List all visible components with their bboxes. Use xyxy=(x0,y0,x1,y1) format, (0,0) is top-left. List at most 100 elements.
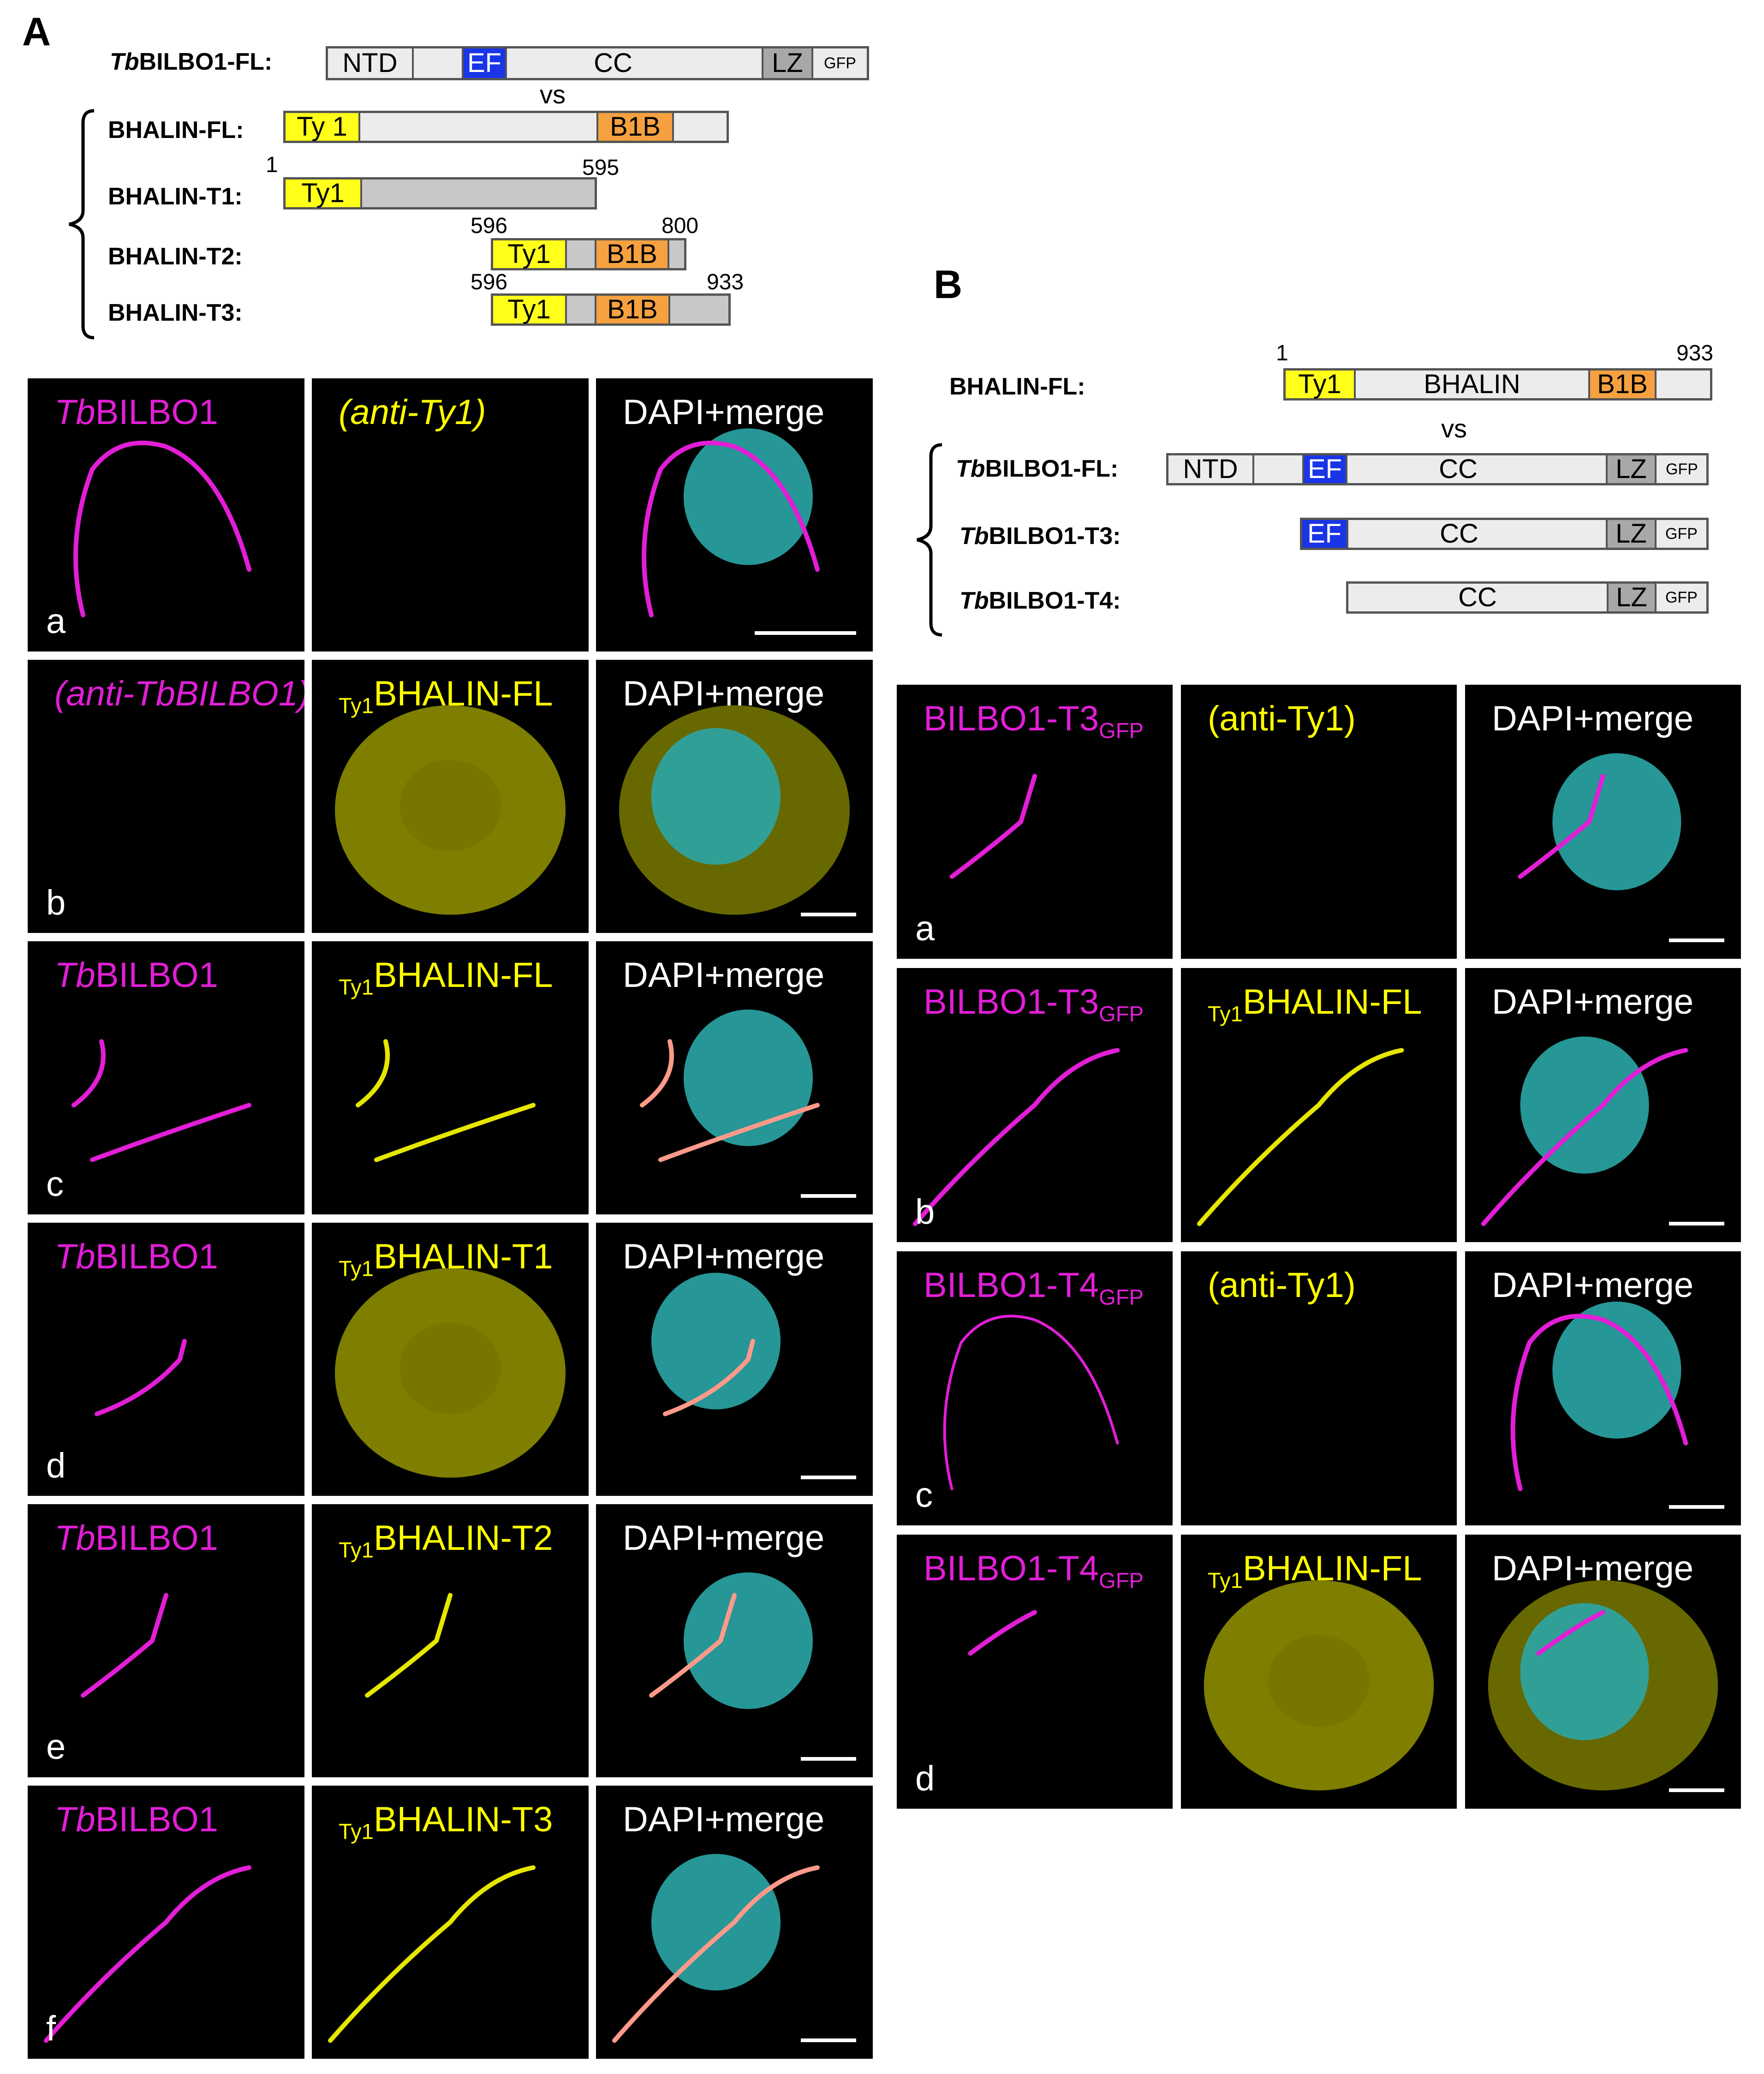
channel-label: BILBO1-T4GFP xyxy=(924,1549,1144,1593)
bhalin-end-b: 933 xyxy=(1676,341,1714,365)
channel-label: DAPI+merge xyxy=(623,1237,825,1276)
ef-domain: EF xyxy=(1302,455,1347,483)
micrograph-a-b-col1: (anti-TbBILBO1) b xyxy=(28,660,304,933)
channel-label: Ty1BHALIN-T2 xyxy=(339,1518,553,1562)
bhalin-domain: BHALIN xyxy=(1424,369,1520,399)
micrograph-b-b-col1: BILBO1-T3GFP b xyxy=(897,968,1173,1242)
fluorescence-image xyxy=(649,1572,813,1709)
bhalin-t1-label-a: BHALIN-T1: xyxy=(108,183,243,210)
fluorescence-image xyxy=(912,1048,1120,1226)
channel-label: DAPI+merge xyxy=(1492,1549,1694,1588)
channel-label: (anti-TbBILBO1) xyxy=(54,674,304,713)
scale-bar xyxy=(1669,1505,1724,1509)
ty1-domain: Ty 1 xyxy=(286,113,360,141)
micrograph-a-a-col3: DAPI+merge xyxy=(596,378,873,651)
micrograph-b-d-col1: BILBO1-T4GFP d xyxy=(897,1535,1173,1809)
b1b-domain: B1B xyxy=(1588,371,1657,398)
channel-label: DAPI+merge xyxy=(623,393,825,432)
ty1-domain: Ty1 xyxy=(1286,371,1356,398)
cc-domain: CC xyxy=(1440,519,1478,549)
bhalin-t3-bar: Ty1 B1B xyxy=(491,293,731,326)
vs-label-a: vs xyxy=(540,80,566,109)
scale-bar xyxy=(801,2038,856,2042)
channel-label: TbBILBO1 xyxy=(54,393,218,432)
channel-label: DAPI+merge xyxy=(1492,1266,1694,1305)
channel-label: TbBILBO1 xyxy=(54,956,218,995)
fluorescence-image xyxy=(365,1593,453,1698)
fluorescence-image xyxy=(44,1865,251,2043)
micrograph-b-b-col3: DAPI+merge xyxy=(1465,968,1741,1242)
micrograph-a-f-col1: TbBILBO1 f xyxy=(28,1786,304,2059)
b1b-domain: B1B xyxy=(595,296,670,323)
micrograph-b-d-col3: DAPI+merge xyxy=(1465,1535,1741,1809)
micrograph-a-b-col3: DAPI+merge xyxy=(596,660,873,933)
bhalin-fl-bar-b: Ty1 BHALIN B1B xyxy=(1283,368,1712,400)
row-letter: b xyxy=(46,883,66,922)
vs-label-b: vs xyxy=(1441,414,1467,443)
channel-label: TbBILBO1 xyxy=(54,1800,218,1839)
cc-domain: CC xyxy=(594,48,632,78)
micrograph-a-e-col2: Ty1BHALIN-T2 xyxy=(312,1504,589,1777)
lz-domain: LZ xyxy=(762,48,813,78)
fluorescence-image xyxy=(81,1593,168,1698)
micrograph-a-d-col1: TbBILBO1 d xyxy=(28,1223,304,1496)
fluorescence-image xyxy=(1204,1580,1434,1791)
tbbilbo1-fl-bar-b: NTD EF CC LZ GFP xyxy=(1166,453,1709,485)
row-letter: b xyxy=(915,1192,935,1231)
tbbilbo1-fl-label-b: TbBILBO1-FL: xyxy=(956,455,1119,482)
t2-start: 596 xyxy=(471,214,508,238)
bhalin-t2-label-a: BHALIN-T2: xyxy=(108,243,243,270)
micrograph-b-c-col1: BILBO1-T4GFP c xyxy=(897,1251,1173,1525)
bhalin-t2-bar: Ty1 B1B xyxy=(491,238,686,270)
fluorescence-image xyxy=(1197,1048,1404,1226)
channel-label: DAPI+merge xyxy=(623,1518,825,1558)
micrograph-a-f-col3: DAPI+merge xyxy=(596,1786,873,2059)
fluorescence-image xyxy=(943,1315,1119,1490)
row-letter: f xyxy=(46,2009,56,2048)
channel-label: Ty1BHALIN-T3 xyxy=(339,1800,553,1844)
fluorescence-image xyxy=(1510,1301,1688,1491)
row-letter: d xyxy=(46,1446,66,1485)
t3-start: 596 xyxy=(471,270,508,294)
fluorescence-image xyxy=(328,1865,536,2043)
tbbilbo1-t3-label-b: TbBILBO1-T3: xyxy=(959,523,1121,550)
fluorescence-image xyxy=(651,1273,781,1417)
bilbo-fl-bar-a: NTD EF CC LZ GFP xyxy=(326,46,869,80)
lz-domain: LZ xyxy=(1606,520,1657,548)
fluorescence-image xyxy=(335,705,566,915)
channel-label: Ty1BHALIN-FL xyxy=(339,674,553,718)
ty1-domain: Ty1 xyxy=(286,179,362,207)
channel-label: (anti-Ty1) xyxy=(1208,1266,1356,1305)
tbbilbo1-t4-bar: CC LZ GFP xyxy=(1346,581,1709,614)
bracket-a xyxy=(69,109,95,340)
channel-label: DAPI+merge xyxy=(1492,699,1694,738)
fluorescence-image xyxy=(968,1610,1037,1656)
fluorescence-image xyxy=(1518,753,1681,891)
channel-label: TbBILBO1 xyxy=(54,1518,218,1558)
bilbo-fl-label-a: TbBILBO1-FL: xyxy=(110,48,273,75)
micrograph-a-c-col2: Ty1BHALIN-FL xyxy=(312,941,589,1214)
row-letter: a xyxy=(46,602,66,641)
cc-domain: CC xyxy=(1458,582,1497,612)
channel-label: Ty1BHALIN-FL xyxy=(1208,1549,1422,1593)
channel-label: DAPI+merge xyxy=(623,1800,825,1839)
ef-domain: EF xyxy=(462,48,507,78)
ty1-domain: Ty1 xyxy=(493,296,567,323)
bhalin-fl-label-a: BHALIN-FL: xyxy=(108,117,244,143)
micrograph-a-b-col2: Ty1BHALIN-FL xyxy=(312,660,589,933)
fluorescence-image xyxy=(335,1268,566,1478)
panel-label-a: A xyxy=(22,10,51,54)
scale-bar xyxy=(801,1194,856,1198)
channel-label: BILBO1-T4GFP xyxy=(924,1266,1144,1309)
micrograph-b-b-col2: Ty1BHALIN-FL xyxy=(1181,968,1457,1242)
fluorescence-image xyxy=(73,441,251,617)
channel-label: Ty1BHALIN-T1 xyxy=(339,1237,553,1281)
bhalin-t3-label-a: BHALIN-T3: xyxy=(108,299,243,326)
micrograph-b-a-col3: DAPI+merge xyxy=(1465,685,1741,959)
fluorescence-image xyxy=(640,1010,820,1162)
micrograph-a-c-col1: TbBILBO1 c xyxy=(28,941,304,1214)
fluorescence-image xyxy=(95,1339,187,1417)
bhalin-t1-bar: Ty1 xyxy=(283,177,597,209)
micrograph-a-e-col1: TbBILBO1 e xyxy=(28,1504,304,1777)
t1-start: 1 xyxy=(266,153,278,177)
